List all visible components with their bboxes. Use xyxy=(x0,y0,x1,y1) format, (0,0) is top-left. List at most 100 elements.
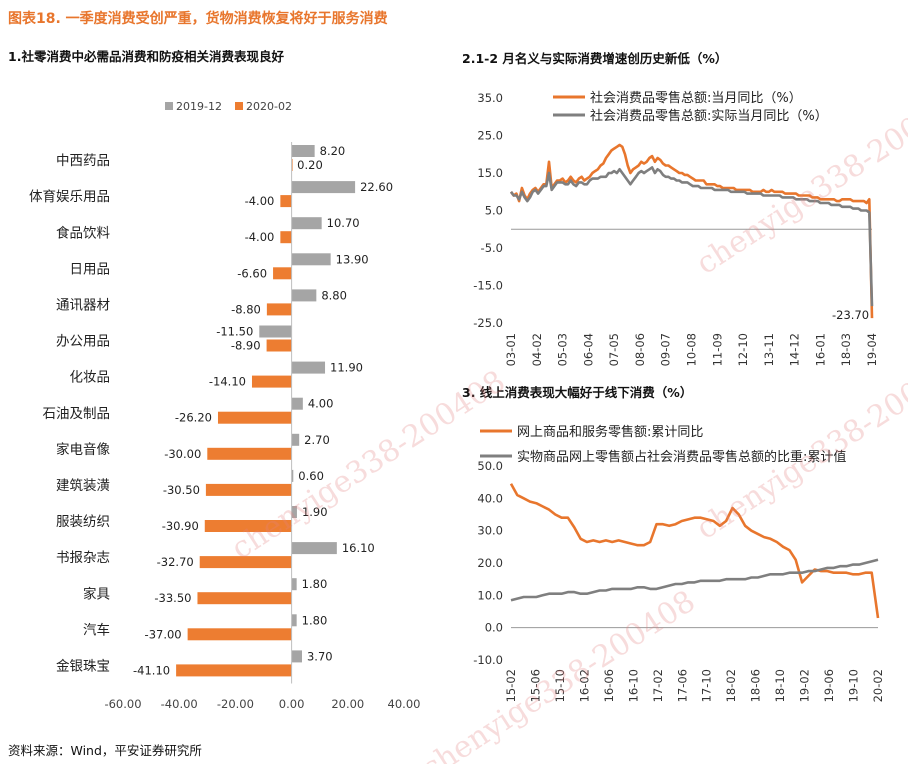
bar-2020-02 xyxy=(187,628,292,641)
bar-value-label: 2.70 xyxy=(304,433,330,447)
bar-value-label: 1.90 xyxy=(302,505,328,519)
y-tick-label: -25.0 xyxy=(473,316,503,330)
x-tick-label: 17-10 xyxy=(700,669,714,702)
bar-value-label: -14.10 xyxy=(209,375,246,389)
category-label: 建筑装潢 xyxy=(56,478,110,494)
bar-value-label: 22.60 xyxy=(360,180,393,194)
x-tick-label: 10-08 xyxy=(685,333,699,366)
bar-2019-12 xyxy=(291,433,300,446)
category-label: 书报杂志 xyxy=(56,550,110,566)
bar-value-label: -8.90 xyxy=(231,339,261,353)
legend-label-2020-02: 2020-02 xyxy=(246,100,292,113)
y-tick-label: 5.0 xyxy=(485,204,503,218)
category-label: 汽车 xyxy=(83,621,110,638)
series-line-2 xyxy=(509,166,874,307)
figure-title: 图表18. 一季度消费受创严重，货物消费恢复将好于服务消费 xyxy=(8,11,388,27)
bar-value-label: 0.60 xyxy=(298,469,324,483)
bar-2019-12 xyxy=(291,542,337,555)
x-tick-label: 18-02 xyxy=(724,669,738,702)
x-tick-label: 0.00 xyxy=(279,697,305,711)
x-tick-label: 16-06 xyxy=(602,669,616,702)
x-tick-label: -60.00 xyxy=(104,697,141,711)
x-tick-label: 16-01 xyxy=(813,333,827,366)
bar-2019-12 xyxy=(259,325,292,338)
y-tick-label: 10.0 xyxy=(477,588,503,602)
category-label: 通讯器材 xyxy=(56,297,110,313)
x-tick-label: 19-02 xyxy=(798,669,812,702)
bar-value-label: -30.00 xyxy=(164,447,201,461)
bar-value-label: -30.50 xyxy=(163,483,200,497)
bar-value-label: 8.20 xyxy=(320,144,346,158)
x-tick-label: 40.00 xyxy=(388,697,421,711)
series-line-2 xyxy=(510,558,879,602)
bar-value-label: -26.20 xyxy=(175,411,212,425)
x-tick-label: 19-04 xyxy=(865,333,879,366)
x-tick-label: 15-10 xyxy=(553,669,567,702)
x-tick-label: 20.00 xyxy=(331,697,364,711)
y-tick-label: -5.0 xyxy=(481,241,503,255)
bar-2020-02 xyxy=(266,339,292,352)
x-tick-label: 07-05 xyxy=(607,333,621,366)
panel3-title: 3. 线上消费表现大幅好于线下消费（%） xyxy=(462,385,693,400)
y-tick-label: 25.0 xyxy=(477,129,503,143)
bar-2019-12 xyxy=(291,614,297,627)
x-tick-label: 05-03 xyxy=(556,333,570,366)
x-tick-label: 19-06 xyxy=(822,669,836,702)
x-tick-label: 17-06 xyxy=(675,669,689,702)
x-tick-label: 18-06 xyxy=(749,669,763,702)
x-tick-label: 03-01 xyxy=(504,333,518,366)
x-tick-label: 17-02 xyxy=(651,669,665,702)
bar-2019-12 xyxy=(291,506,297,518)
panel1-title: 1.社零消费中必需品消费和防疫相关消费表现良好 xyxy=(8,49,284,64)
category-label: 办公用品 xyxy=(56,334,110,350)
bar-2019-12 xyxy=(291,650,302,663)
bar-2020-02 xyxy=(204,520,292,532)
category-label: 中西药品 xyxy=(56,153,110,169)
x-tick-label: 16-02 xyxy=(577,669,591,702)
bar-value-label: 4.00 xyxy=(308,397,334,411)
bar-2020-02 xyxy=(205,483,292,496)
category-label: 家具 xyxy=(83,585,110,602)
bar-2020-02 xyxy=(280,231,292,244)
bar-2019-12 xyxy=(291,217,322,230)
bar-2019-12 xyxy=(291,289,317,302)
series-line-1 xyxy=(509,483,880,619)
x-tick-label: 18-03 xyxy=(839,333,853,366)
bar-2020-02 xyxy=(197,592,292,605)
bar-value-label: -30.90 xyxy=(162,519,199,533)
x-tick-label: 04-02 xyxy=(530,333,544,366)
series-line-1 xyxy=(509,143,874,319)
bar-value-label: 11.90 xyxy=(330,361,363,375)
legend-label-1: 社会消费品零售总额:当月同比（%） xyxy=(590,90,802,106)
x-tick-label: 19-10 xyxy=(847,669,861,702)
bar-value-label: -33.50 xyxy=(154,591,191,605)
source-note: 资料来源：Wind，平安证券研究所 xyxy=(8,743,202,758)
category-label: 食品饮料 xyxy=(56,224,110,241)
category-label: 石油及制品 xyxy=(43,406,111,422)
legend-label-2: 实物商品网上零售额占社会消费品零售总额的比重:累计值 xyxy=(517,449,846,465)
bar-2019-12 xyxy=(291,469,294,482)
bar-value-label: -32.70 xyxy=(157,555,194,569)
y-tick-label: -15.0 xyxy=(473,279,503,293)
category-label: 日用品 xyxy=(70,261,111,277)
bar-value-label: -41.10 xyxy=(133,663,170,677)
category-label: 服装纺织 xyxy=(56,514,110,530)
x-tick-label: 15-02 xyxy=(504,669,518,702)
y-tick-label: 15.0 xyxy=(477,166,503,180)
y-tick-label: 20.0 xyxy=(477,556,503,570)
x-tick-label: 12-10 xyxy=(736,333,750,366)
legend-label-2: 社会消费品零售总额:实际当月同比（%） xyxy=(590,108,828,124)
category-label: 体育娱乐用品 xyxy=(29,189,110,205)
bar-2020-02 xyxy=(199,556,292,569)
bar-value-label: -4.00 xyxy=(245,230,275,244)
category-label: 金银珠宝 xyxy=(56,658,110,674)
x-tick-label: 11-09 xyxy=(710,333,724,366)
bar-2019-12 xyxy=(291,181,356,194)
x-tick-label: 18-10 xyxy=(773,669,787,702)
bar-value-label: 13.90 xyxy=(336,252,369,266)
panel2-title: 2.1-2 月名义与实际消费增速创历史新低（%） xyxy=(462,51,728,66)
y-tick-label: 50.0 xyxy=(477,459,503,473)
bar-2019-12 xyxy=(291,578,297,591)
